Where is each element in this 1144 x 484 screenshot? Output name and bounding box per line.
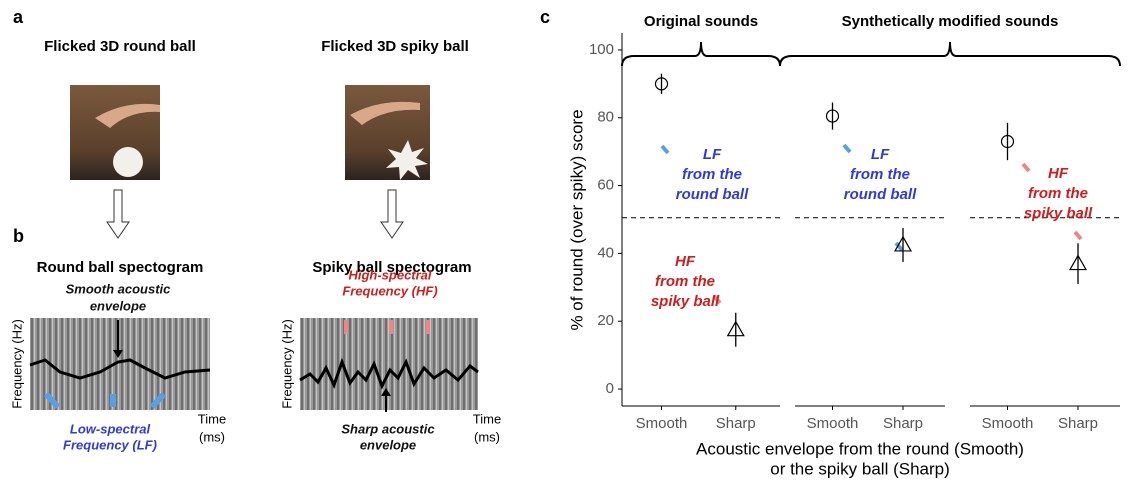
annotation: Frequency (HF)	[342, 283, 437, 298]
annotation: LF	[703, 146, 722, 163]
x-axis-label: Acoustic envelope from the round (Smooth…	[696, 439, 1024, 458]
group-label: Synthetically modified sounds	[842, 13, 1059, 30]
y-tick-label: 60	[597, 177, 614, 194]
y-tick-label: 20	[597, 312, 614, 329]
point	[893, 235, 913, 252]
photo-title: Flicked 3D round ball	[44, 38, 196, 55]
annotation: LF	[871, 146, 890, 163]
annotation: spiky ball	[651, 293, 720, 310]
x-tick-label: Sharp	[883, 415, 923, 432]
round-ball	[113, 147, 143, 177]
annotation: round ball	[676, 186, 749, 203]
annotation: from the	[655, 273, 715, 290]
down-arrow	[380, 189, 404, 239]
x-tick-label: Smooth	[807, 415, 859, 432]
group-label: Original sounds	[644, 13, 758, 30]
point	[726, 320, 745, 337]
finger	[95, 103, 160, 128]
envelope	[299, 357, 479, 390]
point	[1000, 134, 1015, 149]
annotation: from the	[850, 166, 910, 183]
lf-arrow	[149, 391, 167, 410]
annotation: Smooth acoustic	[66, 281, 172, 296]
spectrogram-title: Round ball spectogram	[37, 259, 204, 276]
spiky-ball	[386, 140, 428, 180]
point	[825, 109, 840, 123]
panel-label: a	[13, 7, 24, 27]
y-tick-label: 100	[589, 41, 614, 58]
panel-label: c	[540, 7, 550, 27]
group-brace	[621, 41, 781, 67]
annotation: High-spectral	[348, 267, 431, 282]
down-arrow	[106, 189, 130, 239]
x-tick-label: Smooth	[636, 415, 688, 432]
annotation: HF	[675, 253, 696, 270]
annotation: from the	[1028, 185, 1088, 202]
y-axis-label: Frequency (Hz)	[279, 319, 294, 409]
x-tick-label: Sharp	[1058, 415, 1098, 432]
y-tick-label: 0	[606, 380, 614, 397]
annotation: HF	[1048, 165, 1069, 182]
annotation: from the	[682, 166, 742, 183]
hf-dash	[712, 162, 1083, 305]
lf-dash	[660, 143, 904, 252]
x-axis-label: (ms)	[474, 429, 500, 444]
finger	[350, 101, 420, 125]
envelope	[29, 358, 211, 380]
annotation: Sharp acoustic	[341, 421, 435, 436]
x-axis-label: (ms)	[199, 429, 225, 444]
spectrogram-title: Spiky ball spectogram	[312, 259, 471, 276]
group-brace	[779, 41, 1121, 67]
photo-title: Flicked 3D spiky ball	[321, 38, 469, 55]
y-axis-label: Frequency (Hz)	[9, 319, 24, 409]
annotation: envelope	[90, 298, 146, 313]
x-axis-label: Time	[473, 411, 501, 426]
point	[654, 77, 669, 91]
point	[1068, 254, 1088, 271]
panel-label: b	[13, 226, 24, 246]
x-tick-label: Sharp	[716, 415, 756, 432]
annotation: Frequency (LF)	[63, 437, 157, 452]
annotation: spiky ball	[1024, 205, 1093, 222]
arrow-head	[113, 350, 123, 358]
x-axis-label: or the spiky ball (Sharp)	[770, 459, 950, 478]
annotation: envelope	[360, 437, 416, 452]
y-axis-label: % of round (over spiky) score	[567, 109, 586, 330]
x-axis-label: Time	[198, 411, 226, 426]
y-tick-label: 80	[597, 109, 614, 126]
annotation: Low-spectral	[70, 421, 151, 436]
spectrogram	[30, 318, 210, 410]
x-tick-label: Smooth	[982, 415, 1034, 432]
y-tick-label: 40	[597, 244, 614, 261]
arrow-head	[381, 388, 391, 396]
hf-arrow	[344, 320, 430, 334]
photo-spiky-ball	[345, 85, 430, 180]
annotation: round ball	[844, 186, 917, 203]
lf-arrow	[43, 391, 61, 410]
